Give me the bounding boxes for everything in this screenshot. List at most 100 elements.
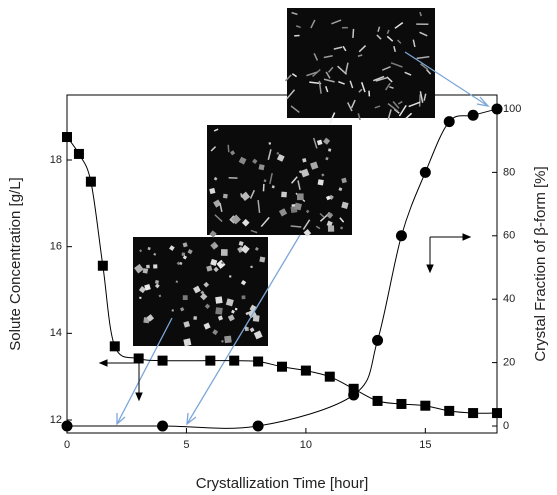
crystal (392, 101, 400, 109)
crystal (325, 195, 331, 201)
crystal (326, 220, 333, 227)
marker (157, 420, 169, 432)
crystal (347, 102, 353, 112)
crystal (291, 73, 298, 78)
crystal (231, 309, 235, 314)
y2-tick-label: 60 (503, 230, 515, 242)
crystal (234, 307, 238, 311)
crystal (390, 62, 403, 68)
y-axis-label: Solute Concentration [g/L] (7, 177, 24, 350)
crystal (305, 209, 310, 214)
x-axis-label: Crystallization Time [hour] (196, 475, 369, 492)
crystal (210, 146, 217, 152)
crystal (146, 314, 155, 322)
crystal (310, 161, 319, 170)
crystal (337, 65, 348, 75)
crystal (144, 284, 151, 291)
crystal (323, 78, 335, 83)
crystal (138, 286, 147, 294)
crystal (290, 225, 302, 228)
crystal (389, 86, 394, 89)
plot-frame (66, 94, 498, 434)
marker (443, 116, 455, 128)
y-tick-label: 14 (50, 327, 62, 339)
crystal (323, 137, 331, 145)
crystal (397, 100, 403, 105)
crystal (333, 46, 343, 50)
crystal (139, 249, 143, 253)
crystal (241, 295, 246, 300)
crystal (215, 307, 223, 315)
axis-arrows (98, 233, 472, 402)
crystal (258, 164, 265, 171)
arrowhead (426, 264, 434, 274)
crystal (393, 45, 397, 52)
crystal (187, 249, 193, 255)
crystal (329, 112, 336, 124)
crystal (295, 25, 301, 29)
crystal (193, 316, 198, 320)
crystal (231, 214, 241, 225)
marker (395, 230, 407, 242)
crystal (394, 22, 404, 29)
photos (133, 8, 435, 347)
crystal (182, 295, 188, 301)
crystal (227, 144, 230, 153)
marker (372, 395, 383, 406)
crystal (278, 208, 288, 217)
crystal (327, 66, 334, 73)
crystal (384, 82, 391, 91)
crystal (250, 265, 253, 269)
crystal (230, 150, 236, 156)
crystal (139, 296, 142, 299)
crystal (212, 329, 219, 336)
crystal (209, 187, 216, 195)
crystal (257, 200, 261, 213)
crystal (176, 261, 181, 266)
arrowhead (462, 233, 472, 241)
crystal (203, 281, 210, 288)
crystal (350, 99, 356, 109)
crystal (134, 263, 144, 274)
photo-arrows (116, 51, 490, 426)
crystal (203, 322, 211, 330)
crystal (250, 229, 258, 234)
crystal (404, 71, 412, 76)
crystal (323, 54, 333, 59)
crystal (182, 242, 188, 248)
crystal (419, 11, 422, 17)
crystal (377, 26, 381, 32)
arrowhead (135, 392, 143, 402)
crystal (331, 19, 342, 25)
arrowhead (116, 413, 126, 426)
crystal (221, 340, 224, 343)
crystal (405, 112, 413, 120)
arrow (116, 317, 173, 425)
crystal (317, 179, 324, 186)
x-tick-label: 15 (419, 439, 431, 451)
y2-tick-label: 100 (503, 103, 521, 115)
crystal (268, 142, 271, 145)
crystal (183, 338, 192, 347)
arrowhead (98, 359, 108, 367)
crystal (213, 128, 219, 132)
y2-axis-label: Crystal Fraction of β-form [%] (532, 166, 549, 361)
marker (252, 420, 264, 432)
crystal (397, 39, 402, 44)
crystal (386, 76, 393, 83)
crystal (318, 80, 322, 94)
crystal (249, 189, 256, 199)
y2-tick-label: 80 (503, 166, 515, 178)
crystal (426, 69, 432, 75)
crystal (387, 109, 392, 121)
y-tick-label: 16 (50, 241, 62, 253)
crystal (240, 191, 251, 202)
crystal (360, 82, 366, 93)
crystal (326, 211, 334, 219)
crystal (147, 246, 151, 251)
crystal (339, 217, 345, 223)
crystal (267, 149, 272, 161)
crystal (229, 275, 232, 278)
crystal (416, 55, 430, 60)
crystal (376, 34, 382, 40)
